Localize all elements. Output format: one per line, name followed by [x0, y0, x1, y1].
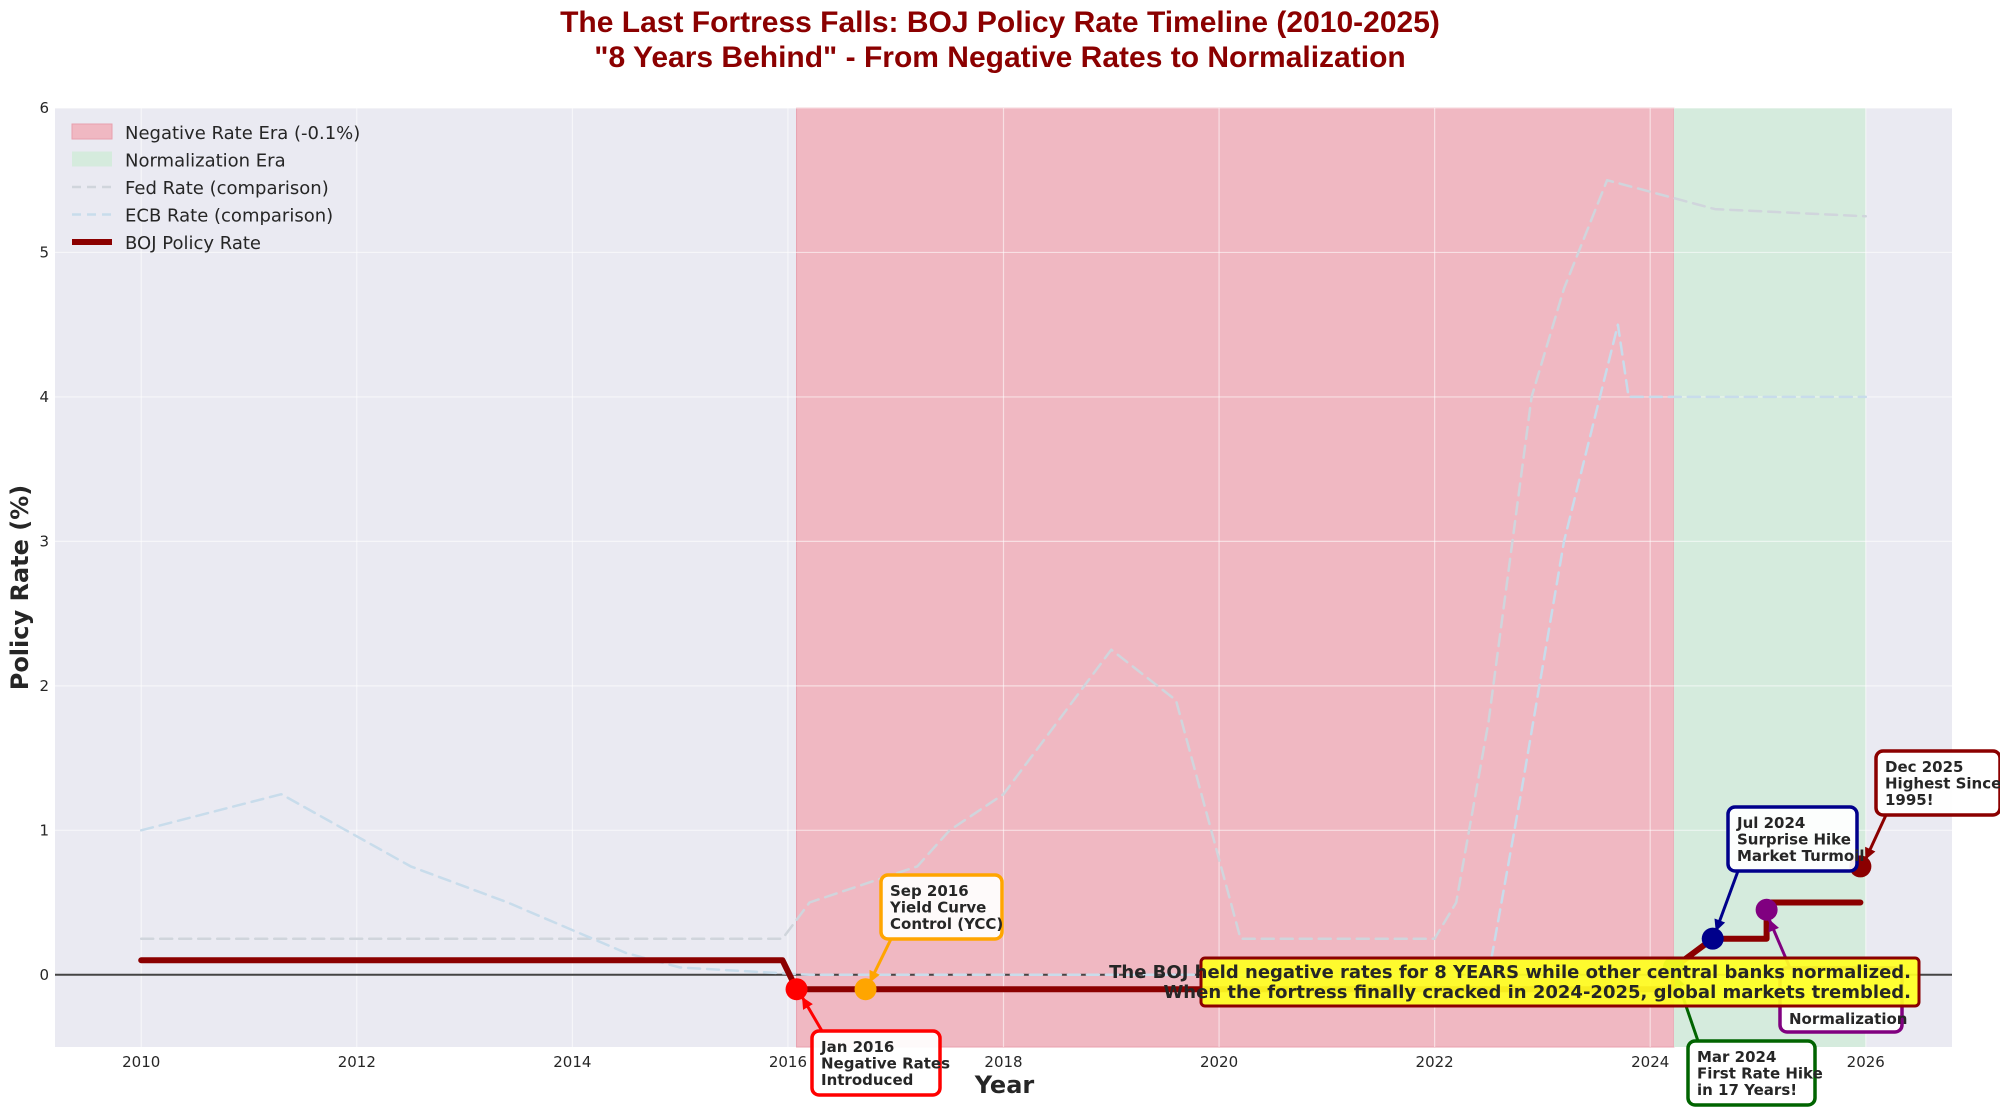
annotation-text: Highest Since	[1885, 775, 2000, 793]
chart-title-line2: "8 Years Behind" - From Negative Rates t…	[594, 41, 1406, 74]
annotation-text: Mar 2024	[1697, 1048, 1776, 1066]
annotation-arrowhead	[1714, 918, 1726, 932]
x-tick-label: 2016	[769, 1053, 807, 1071]
y-tick-label: 6	[39, 99, 49, 117]
y-tick-label: 0	[39, 966, 49, 984]
annotation-text: Sep 2016	[890, 882, 969, 900]
annotation-arrowhead	[1865, 846, 1876, 860]
fed-rate-line	[139, 178, 1868, 940]
y-axis-label: Policy Rate (%)	[6, 485, 34, 691]
ecb-rate-line	[139, 323, 1868, 977]
event-marker	[854, 978, 877, 1001]
event-marker	[1755, 898, 1778, 921]
event-marker	[785, 978, 808, 1001]
annotation-arrowhead	[802, 996, 813, 1010]
event-marker	[1701, 927, 1724, 950]
annotation-arrowhead	[869, 969, 880, 983]
summary-note-box	[1199, 956, 1921, 1008]
annotation-box	[1726, 805, 1859, 873]
x-tick-label: 2020	[1200, 1053, 1238, 1071]
annotation-box	[1874, 749, 2000, 817]
annotation-text: in 17 Years!	[1697, 1081, 1797, 1099]
x-tick-label: 2010	[122, 1053, 160, 1071]
legend-ecb-rate-label: ECB Rate (comparison)	[125, 206, 333, 227]
chart-title-line1: The Last Fortress Falls: BOJ Policy Rate…	[560, 6, 1440, 39]
annotation-text: Negative Rates	[821, 1055, 950, 1073]
annotation-text: Introduced	[821, 1071, 913, 1089]
annotation-text: Market Turmoil	[1737, 847, 1864, 865]
legend-negative-rate-era-label: Negative Rate Era (-0.1%)	[125, 123, 360, 144]
x-axis-label: Year	[974, 1071, 1035, 1099]
annotation-text: Surprise Hike	[1737, 831, 1851, 849]
annotation-text: Yield Curve	[889, 899, 986, 917]
annotation-text: Dec 2025	[1885, 758, 1964, 776]
legend-fed-rate-label: Fed Rate (comparison)	[125, 178, 329, 199]
x-tick-label: 2024	[1631, 1053, 1669, 1071]
y-tick-label: 4	[39, 388, 49, 406]
summary-note-text: The BOJ held negative rates for 8 YEARS …	[1109, 962, 1911, 983]
normalization-era-region	[1673, 108, 1866, 1047]
annotation-box	[1686, 1039, 1817, 1107]
annotation-text: Control (YCC)	[890, 915, 1003, 933]
x-tick-label: 2026	[1847, 1053, 1885, 1071]
legend-negative-rate-era-swatch	[71, 123, 113, 140]
legend-normalization-era-swatch	[72, 151, 112, 167]
annotation-text: Jul 2024	[1736, 814, 1805, 832]
x-tick-label: 2012	[338, 1053, 376, 1071]
annotation-text: Jan 2016	[820, 1038, 894, 1056]
annotation-arrowhead	[1768, 919, 1779, 933]
annotation-text: 1995!	[1885, 791, 1934, 809]
x-tick-label: 2014	[553, 1053, 591, 1071]
annotation-text: First Rate Hike	[1697, 1065, 1823, 1083]
x-tick-label: 2022	[1416, 1053, 1454, 1071]
summary-note-text: When the fortress finally cracked in 202…	[1163, 982, 1911, 1003]
y-tick-label: 3	[39, 532, 49, 550]
annotation-text: Normalization	[1789, 1010, 1907, 1028]
y-tick-label: 5	[39, 243, 49, 261]
annotation-box	[810, 1029, 942, 1097]
legend-boj-policy-rate-label: BOJ Policy Rate	[125, 233, 261, 254]
legend-normalization-era-label: Normalization Era	[125, 151, 286, 172]
y-tick-label: 1	[39, 821, 49, 839]
y-tick-label: 2	[39, 677, 49, 695]
annotation-box	[879, 873, 1004, 941]
x-tick-label: 2018	[984, 1053, 1022, 1071]
